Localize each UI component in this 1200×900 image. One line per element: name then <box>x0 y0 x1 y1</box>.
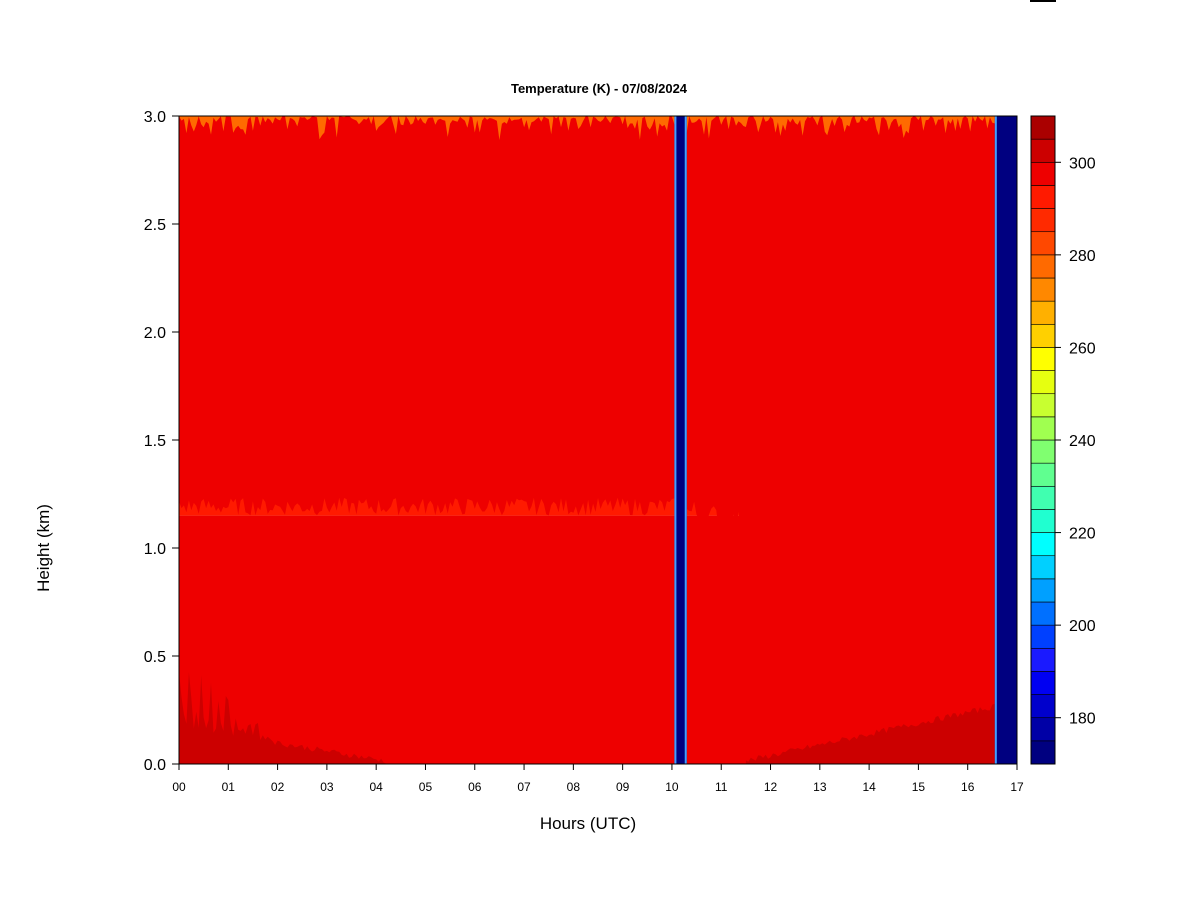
colorbar-swatch <box>1030 231 1056 256</box>
x-tick-label: 09 <box>616 780 630 794</box>
colorbar-swatch <box>1030 161 1056 186</box>
x-tick-label: 12 <box>764 780 778 794</box>
colorbar-swatch <box>1030 138 1056 163</box>
colorbar-tick-label: 300 <box>1069 155 1096 172</box>
y-axis: 0.0 0.5 1.0 1.5 2.0 2.5 3.0 <box>144 109 179 774</box>
x-tick-label: 07 <box>517 780 531 794</box>
band-edge <box>686 116 1017 608</box>
colorbar-swatch <box>1030 300 1056 325</box>
colorbar-swatch <box>1030 277 1056 302</box>
x-tick-label: 06 <box>468 780 482 794</box>
colorbar-swatch <box>1030 347 1056 371</box>
band-edge <box>179 116 687 516</box>
colorbar-swatch <box>1030 439 1056 464</box>
y-tick-label: 1.0 <box>144 541 166 558</box>
x-axis-label: Hours (UTC) <box>540 814 636 833</box>
x-tick-label: 17 <box>1010 780 1024 794</box>
colorbar-swatch <box>1030 393 1056 418</box>
warm-surface-layer <box>179 671 387 764</box>
gap-edge <box>674 116 677 764</box>
colorbar-swatch <box>1030 717 1056 742</box>
y-tick-label: 0.0 <box>144 757 166 774</box>
colorbar: 180 200 220 240 260 280 300 <box>1030 115 1096 765</box>
colorbar-swatch <box>1030 323 1056 348</box>
colorbar-swatch <box>1030 208 1056 233</box>
colorbar-swatch <box>1030 601 1056 626</box>
colorbar-swatch <box>1030 578 1056 603</box>
y-tick-label: 2.5 <box>144 217 166 234</box>
colorbar-swatch <box>1030 115 1056 140</box>
x-tick-label: 16 <box>961 780 975 794</box>
x-tick-label: 11 <box>715 780 728 794</box>
x-tick-label: 15 <box>912 780 926 794</box>
x-tick-label: 00 <box>172 780 186 794</box>
colorbar-swatch <box>1030 555 1056 580</box>
corner-mark <box>1030 0 1056 2</box>
colorbar-swatch <box>1030 254 1056 279</box>
y-tick-label: 3.0 <box>144 109 166 126</box>
missing-data-gap <box>674 116 687 764</box>
colorbar-swatch <box>1030 694 1056 719</box>
x-tick-label: 04 <box>369 780 383 794</box>
y-tick-label: 1.5 <box>144 433 166 450</box>
x-tick-label: 03 <box>320 780 334 794</box>
colorbar-swatch <box>1030 509 1056 533</box>
y-tick-label: 2.0 <box>144 325 166 342</box>
x-tick-label: 01 <box>222 780 236 794</box>
warm-surface-layer <box>745 703 995 764</box>
colorbar-swatch <box>1030 485 1056 510</box>
colorbar-swatch <box>1030 647 1056 672</box>
x-tick-label: 08 <box>567 780 581 794</box>
colorbar-swatch <box>1030 532 1056 557</box>
colorbar-swatch <box>1030 671 1056 695</box>
x-axis: 00 01 02 03 04 05 06 07 08 09 10 11 12 13 14 15 16 17 <box>172 764 1024 794</box>
y-axis-label: Height (km) <box>34 504 53 592</box>
colorbar-tick-label: 220 <box>1069 526 1096 543</box>
colorbar-swatch <box>1030 624 1056 649</box>
colorbar-swatch <box>1030 462 1056 487</box>
x-tick-label: 05 <box>419 780 433 794</box>
colorbar-swatch <box>1030 740 1056 765</box>
x-tick-label: 10 <box>665 780 679 794</box>
gap-edge <box>994 116 997 764</box>
chart-title: Temperature (K) - 07/08/2024 <box>511 81 688 96</box>
x-tick-label: 14 <box>862 780 876 794</box>
y-tick-label: 0.5 <box>144 649 166 666</box>
colorbar-swatch <box>1030 370 1056 395</box>
colorbar-swatch <box>1030 416 1056 441</box>
gap-edge <box>684 116 687 764</box>
colorbar-tick-label: 280 <box>1069 248 1096 265</box>
colorbar-tick-label: 180 <box>1069 711 1096 728</box>
colorbar-tick-label: 240 <box>1069 433 1096 450</box>
x-tick-label: 13 <box>813 780 827 794</box>
plot-area <box>179 116 1017 764</box>
colorbar-swatch <box>1030 185 1056 209</box>
missing-data-gap <box>994 116 1017 764</box>
colorbar-tick-label: 260 <box>1069 340 1096 357</box>
colorbar-tick-label: 200 <box>1069 618 1096 635</box>
x-tick-label: 02 <box>271 780 285 794</box>
